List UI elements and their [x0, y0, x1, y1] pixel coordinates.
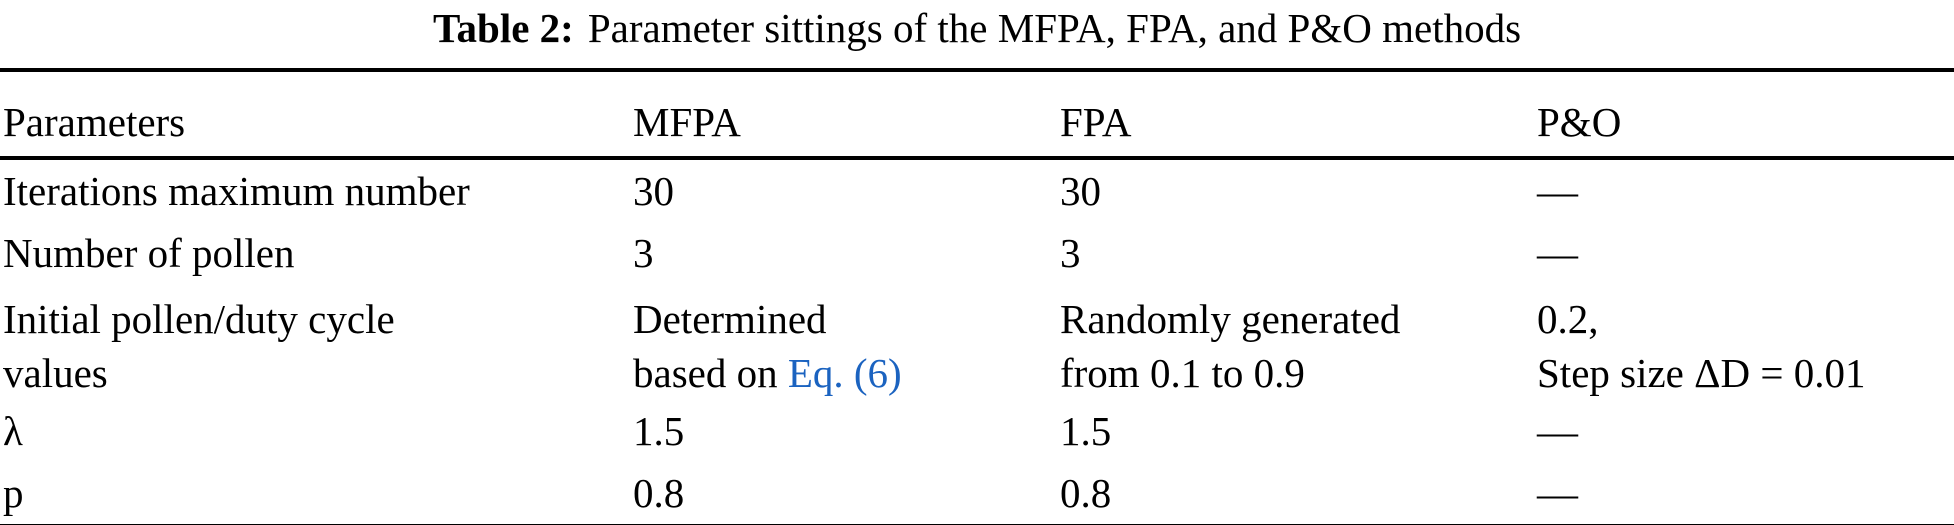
cell-po-value: —: [1537, 168, 1578, 214]
cell-parameter: Initial pollen/duty cycle values: [0, 284, 633, 400]
cell-mfpa-value: 30: [633, 168, 674, 214]
cell-parameter: Number of pollen: [3, 230, 295, 276]
cell-fpa-value: 3: [1060, 230, 1081, 276]
cell-line: from 0.1 to 0.9: [1060, 350, 1305, 396]
cell-line: based on Eq. (6): [633, 346, 1060, 400]
column-header-parameters: Parameters: [0, 68, 633, 160]
table-row: Number of pollen 3 3 —: [0, 222, 1954, 284]
cell-line: values: [3, 350, 108, 396]
cell-po-value: —: [1537, 462, 1954, 525]
cell-line: Step size ΔD = 0.01: [1537, 350, 1866, 396]
parameters-table: Parameters MFPA FPA P&O Iterations maxim…: [0, 68, 1954, 525]
cell-parameter: p: [0, 462, 633, 525]
column-header-fpa: FPA: [1060, 68, 1537, 160]
cell-line: 0.2,: [1537, 296, 1599, 342]
cell-po-value: —: [1537, 408, 1578, 454]
table-caption-label: Table 2:: [432, 5, 574, 51]
cell-mfpa-value: 0.8: [633, 462, 1060, 525]
cell-parameter: Iterations maximum number: [3, 168, 470, 214]
cell-po-value: 0.2, Step size ΔD = 0.01: [1537, 284, 1954, 400]
cell-mfpa-value: Determined based on Eq. (6): [633, 284, 1060, 400]
table-caption: Table 2: Parameter sittings of the MFPA, …: [0, 2, 1954, 54]
cell-line-text: based on: [633, 350, 788, 396]
cell-parameter: λ: [3, 408, 23, 454]
column-header-mfpa: MFPA: [633, 68, 1060, 160]
cell-line: Determined: [633, 296, 827, 342]
cell-line: Randomly generated: [1060, 296, 1401, 342]
table-row: Iterations maximum number 30 30 —: [0, 158, 1954, 222]
cell-po-value: —: [1537, 230, 1578, 276]
cell-mfpa-value: 3: [633, 230, 654, 276]
header-row: Parameters MFPA FPA P&O: [0, 68, 1954, 160]
cell-fpa-value: 30: [1060, 168, 1101, 214]
cell-mfpa-value: 1.5: [633, 408, 685, 454]
cell-fpa-value: 0.8: [1060, 462, 1537, 525]
table-caption-text: Parameter sittings of the MFPA, FPA, and…: [587, 5, 1522, 51]
column-header-po: P&O: [1537, 68, 1954, 160]
cell-fpa-value: 1.5: [1060, 408, 1112, 454]
table-row: Initial pollen/duty cycle values Determi…: [0, 284, 1954, 400]
cell-line: Initial pollen/duty cycle: [3, 296, 395, 342]
eq-6-link[interactable]: Eq. (6): [787, 350, 902, 396]
table-row: p 0.8 0.8 —: [0, 462, 1954, 525]
cell-fpa-value: Randomly generated from 0.1 to 0.9: [1060, 284, 1537, 400]
table-row: λ 1.5 1.5 —: [0, 400, 1954, 462]
